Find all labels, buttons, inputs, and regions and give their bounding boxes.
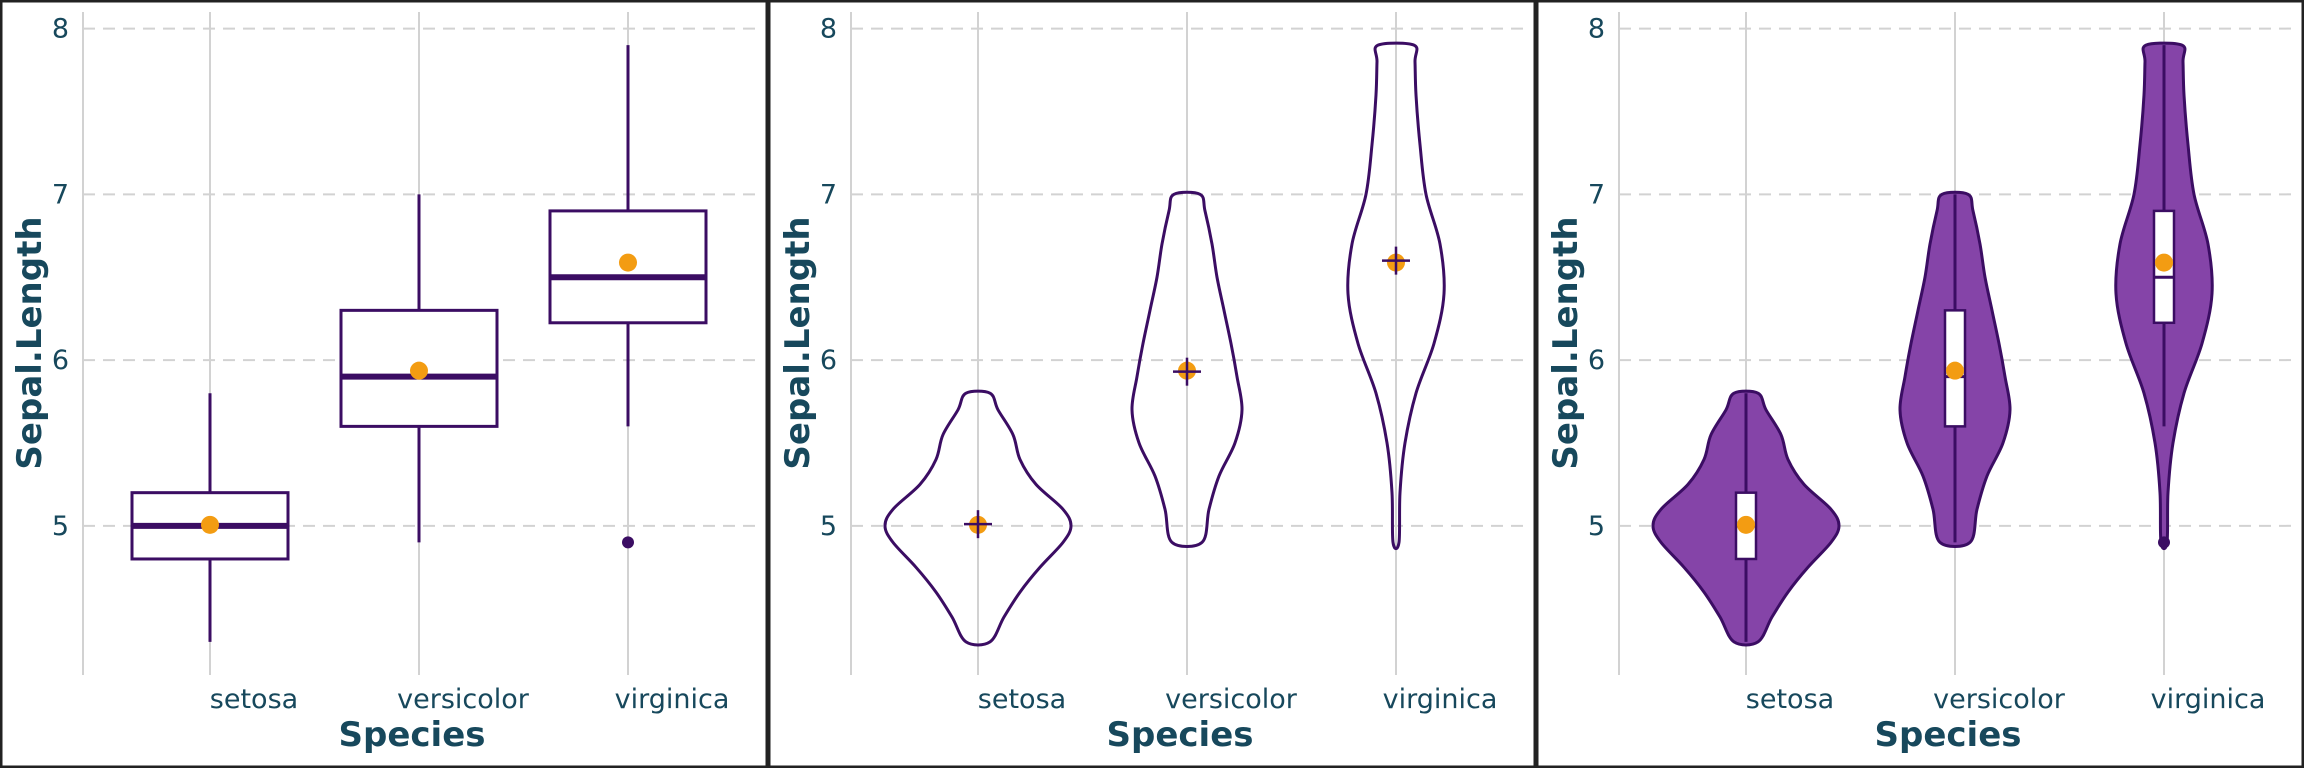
y-tick-label: 7	[52, 179, 69, 210]
violin-shape	[883, 389, 1073, 647]
mean-point	[619, 253, 637, 272]
x-tick-label: versicolor	[1165, 684, 1298, 715]
panel-border	[0, 0, 769, 768]
y-tick-label: 7	[820, 179, 837, 210]
y-axis-title: Sepal.Length	[1546, 216, 1586, 469]
x-tick-label: versicolor	[1933, 684, 2066, 715]
y-axis-title: Sepal.Length	[10, 216, 50, 469]
violin-panel: 5 6 7 8 setosa versicolor virginica Species Sepa…	[767, 0, 1537, 768]
y-tick-label: 6	[52, 345, 69, 376]
x-tick-label: virginica	[2151, 684, 2266, 715]
y-tick-label: 5	[820, 511, 837, 542]
outlier-point	[2158, 536, 2170, 549]
x-tick-label: setosa	[1746, 684, 1834, 715]
x-tick-label: versicolor	[397, 684, 530, 715]
y-tick-label: 5	[52, 511, 69, 542]
mean-point	[1737, 515, 1755, 534]
y-tick-label: 8	[820, 14, 837, 45]
violin-shape	[1130, 190, 1244, 549]
y-tick-label: 8	[1588, 14, 1605, 45]
x-axis-title: Species	[339, 715, 486, 755]
x-tick-label: virginica	[1383, 684, 1498, 715]
x-tick-label: virginica	[615, 684, 730, 715]
mean-point	[410, 361, 428, 380]
x-axis-title: Species	[1107, 715, 1254, 755]
y-tick-label: 5	[1588, 511, 1605, 542]
outlier-point	[622, 536, 634, 549]
panel-border	[767, 0, 1537, 768]
y-tick-label: 7	[1588, 179, 1605, 210]
x-axis-title: Species	[1875, 715, 2022, 755]
y-tick-label: 6	[820, 345, 837, 376]
y-axis-title: Sepal.Length	[778, 216, 818, 469]
y-tick-label: 6	[1588, 345, 1605, 376]
mean-point	[1946, 361, 1964, 380]
boxplot-panel: 5 6 7 8 setosa versicolor virginica Species Sepa…	[0, 0, 769, 768]
mean-point	[2155, 253, 2173, 272]
violin-box-panel: 5 6 7 8 setosa versicolor virginica Species Sepa…	[1535, 0, 2304, 768]
x-tick-label: setosa	[978, 684, 1066, 715]
x-tick-label: setosa	[210, 684, 298, 715]
violin-shape	[1346, 41, 1446, 551]
mean-point	[201, 515, 219, 534]
y-tick-label: 8	[52, 14, 69, 45]
panel-border	[1535, 0, 2304, 768]
